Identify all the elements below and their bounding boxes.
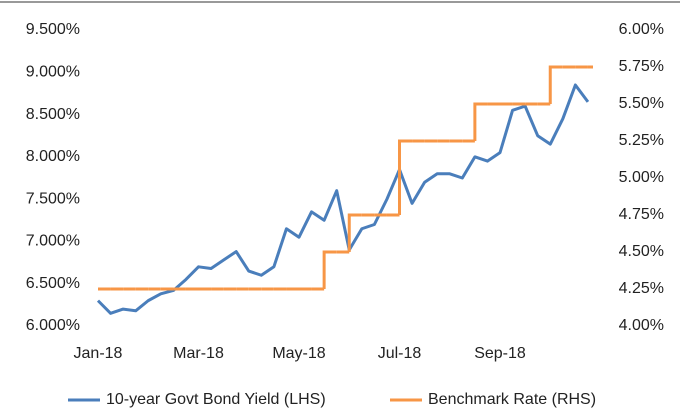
y-tick-label: 9.500% [26,21,80,38]
y2-tick-label: 6.00% [619,21,664,38]
step-segment [347,213,362,252]
x-tick-label: Sep-18 [474,345,526,362]
step-segment [398,139,413,215]
y2-tick-label: 4.25% [619,280,664,297]
y2-tick-label: 5.00% [619,169,664,186]
series-line [96,83,590,315]
y2-tick-label: 5.50% [619,95,664,112]
y-tick-label: 8.500% [26,106,80,123]
y-tick-label: 7.500% [26,190,80,207]
legend-label: Benchmark Rate (RHS) [428,391,596,408]
y-tick-label: 6.500% [26,275,80,292]
y2-tick-label: 5.75% [619,58,664,75]
step-segment [473,102,488,141]
y-tick-label: 7.000% [26,233,80,250]
y-tick-label: 8.000% [26,148,80,165]
x-tick-label: May-18 [272,345,325,362]
legend-label: 10-year Govt Bond Yield (LHS) [106,391,326,408]
x-tick-label: Jan-18 [74,345,123,362]
y2-tick-label: 4.75% [619,206,664,223]
step-segment [548,65,563,104]
x-tick-label: Jul-18 [378,345,422,362]
y2-tick-label: 4.50% [619,243,664,260]
y2-tick-label: 4.00% [619,317,664,334]
step-segment [322,250,337,289]
y-tick-label: 6.000% [26,317,80,334]
y2-tick-label: 5.25% [619,132,664,149]
y-tick-label: 9.000% [26,64,80,81]
x-tick-label: Mar-18 [173,345,224,362]
